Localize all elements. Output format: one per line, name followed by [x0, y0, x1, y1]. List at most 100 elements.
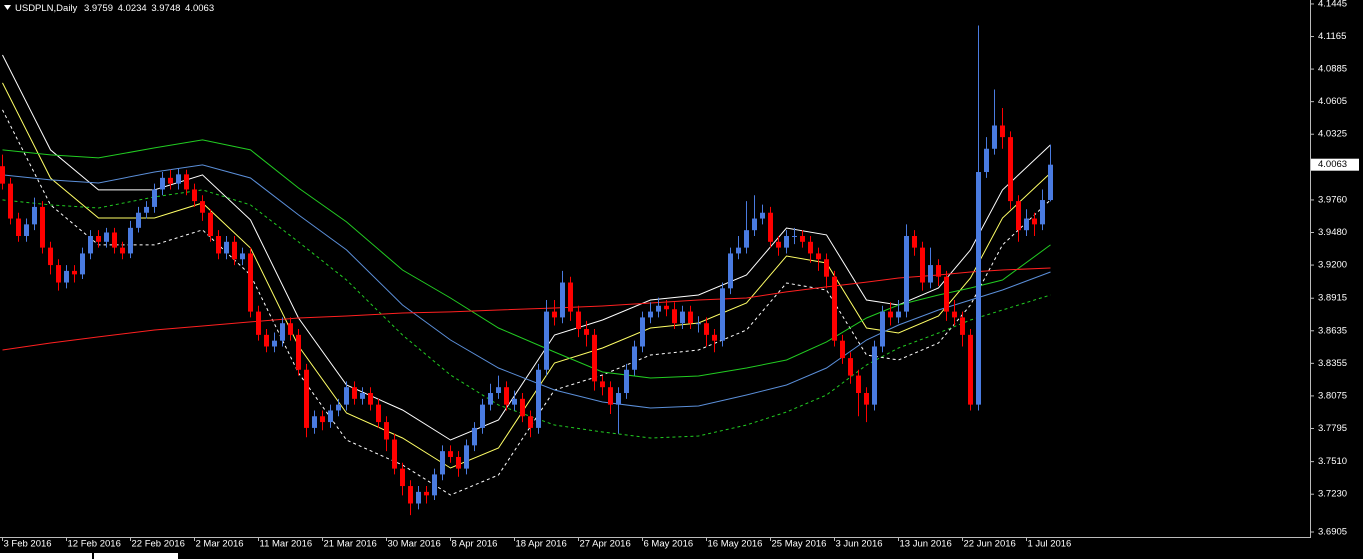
- indicator-line: [2, 164, 1051, 409]
- x-tick-label: 12 Feb 2016: [68, 539, 121, 550]
- candle-body: [1000, 125, 1005, 138]
- candle-body: [760, 212, 765, 219]
- candle-body: [600, 381, 605, 388]
- candle-body: [232, 241, 237, 260]
- candle-body: [176, 174, 181, 184]
- candle-body: [376, 404, 381, 423]
- candle-body: [304, 369, 309, 428]
- last-high: 4.0234: [118, 3, 147, 14]
- x-tick-label: 2 Mar 2016: [196, 539, 244, 550]
- x-tick-label: 16 May 2016: [708, 539, 763, 550]
- candle-body: [984, 148, 989, 173]
- candle-body: [184, 174, 189, 190]
- candle-body: [800, 235, 805, 242]
- candle-body: [584, 329, 589, 335]
- candle-body: [128, 227, 133, 254]
- candle-body: [808, 241, 813, 254]
- candle-body: [104, 232, 109, 242]
- candle-body: [864, 393, 869, 405]
- y-tick-label: 4.0605: [1318, 96, 1347, 107]
- symbol-title: USDPLN,Daily: [15, 3, 78, 14]
- candle-body: [552, 311, 557, 318]
- tab[interactable]: [94, 553, 178, 559]
- candle-body: [712, 334, 717, 341]
- tab[interactable]: [0, 553, 92, 559]
- candle-body: [816, 253, 821, 260]
- y-tick-label: 3.8075: [1318, 390, 1347, 401]
- candle-body: [424, 491, 429, 496]
- candle-body: [64, 270, 69, 283]
- candle-body: [928, 265, 933, 283]
- candle-body: [968, 334, 973, 405]
- candle-body: [384, 422, 389, 440]
- candle-body: [472, 427, 477, 446]
- candle-body: [168, 177, 173, 184]
- candle-body: [776, 241, 781, 248]
- x-tick-label: 30 Mar 2016: [388, 539, 441, 550]
- candle-body: [960, 317, 965, 335]
- candle-body: [736, 247, 741, 254]
- candle-body: [488, 393, 493, 405]
- indicator-line: [2, 139, 1051, 379]
- candle-body: [576, 311, 581, 330]
- candle-body: [624, 369, 629, 394]
- candle-body: [672, 309, 677, 324]
- candle-body: [456, 456, 461, 469]
- y-tick-label: 3.8915: [1318, 293, 1347, 304]
- x-tick-label: 3 Jun 2016: [836, 539, 883, 550]
- price-label: 4.0063: [1318, 159, 1347, 170]
- candle-body: [24, 224, 29, 236]
- candle-body: [408, 486, 413, 504]
- x-tick-label: 13 Jun 2016: [900, 539, 952, 550]
- candle-body: [688, 311, 693, 324]
- y-tick-label: 3.8635: [1318, 325, 1347, 336]
- indicator-line: [2, 82, 1051, 469]
- candle-body: [336, 404, 341, 411]
- y-tick-label: 3.7230: [1318, 489, 1347, 500]
- candle-body: [264, 334, 269, 347]
- menu-icon[interactable]: [4, 5, 11, 10]
- candle-body: [344, 387, 349, 405]
- candle-body: [992, 125, 997, 149]
- candle-body: [224, 241, 229, 254]
- x-tick-label: 22 Jun 2016: [964, 539, 1016, 550]
- candle-body: [240, 253, 245, 260]
- candle-body: [48, 247, 53, 266]
- candle-body: [664, 305, 669, 310]
- candle-body: [944, 276, 949, 312]
- candle-body: [0, 166, 5, 184]
- candle-body: [328, 410, 333, 423]
- x-tick-label: 3 Feb 2016: [4, 539, 52, 550]
- candle-body: [696, 323, 701, 325]
- candle-body: [288, 323, 293, 335]
- candle-body: [904, 235, 909, 312]
- candle-body: [616, 393, 621, 405]
- candle-body: [768, 212, 773, 242]
- candle-body: [1040, 200, 1045, 225]
- candle-body: [840, 340, 845, 359]
- indicator-line: [2, 109, 1051, 496]
- candle-body: [56, 265, 61, 283]
- x-tick-label: 25 May 2016: [772, 539, 827, 550]
- candle-body: [272, 340, 277, 347]
- candle-body: [200, 201, 205, 213]
- candle-body: [592, 334, 597, 382]
- candle-body: [640, 317, 645, 347]
- y-tick-label: 4.1165: [1318, 31, 1346, 42]
- candle-body: [752, 218, 757, 231]
- indicator-line: [2, 267, 1051, 351]
- candle-body: [824, 259, 829, 277]
- last-low: 3.9748: [151, 3, 180, 14]
- candle-body: [528, 416, 533, 428]
- candle-body: [144, 206, 149, 213]
- candle-body: [1024, 218, 1029, 231]
- candle-body: [16, 218, 21, 236]
- y-tick-label: 4.0325: [1318, 129, 1347, 140]
- x-tick-label: 27 Apr 2016: [580, 539, 631, 550]
- candle-body: [112, 232, 117, 248]
- candle-body: [720, 288, 725, 341]
- candle-body: [632, 346, 637, 370]
- candle-body: [648, 311, 653, 318]
- candle-body: [784, 235, 789, 248]
